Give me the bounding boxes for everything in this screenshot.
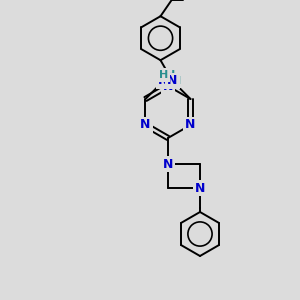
Text: N: N (195, 182, 205, 194)
Text: H: H (166, 70, 175, 80)
Text: H: H (159, 70, 168, 80)
Text: N: N (163, 80, 173, 92)
Text: N: N (163, 158, 173, 170)
Text: N: N (167, 74, 178, 88)
Text: N: N (158, 74, 169, 88)
Text: N: N (185, 118, 196, 131)
Text: N: N (140, 118, 151, 131)
Text: H: H (172, 76, 181, 86)
